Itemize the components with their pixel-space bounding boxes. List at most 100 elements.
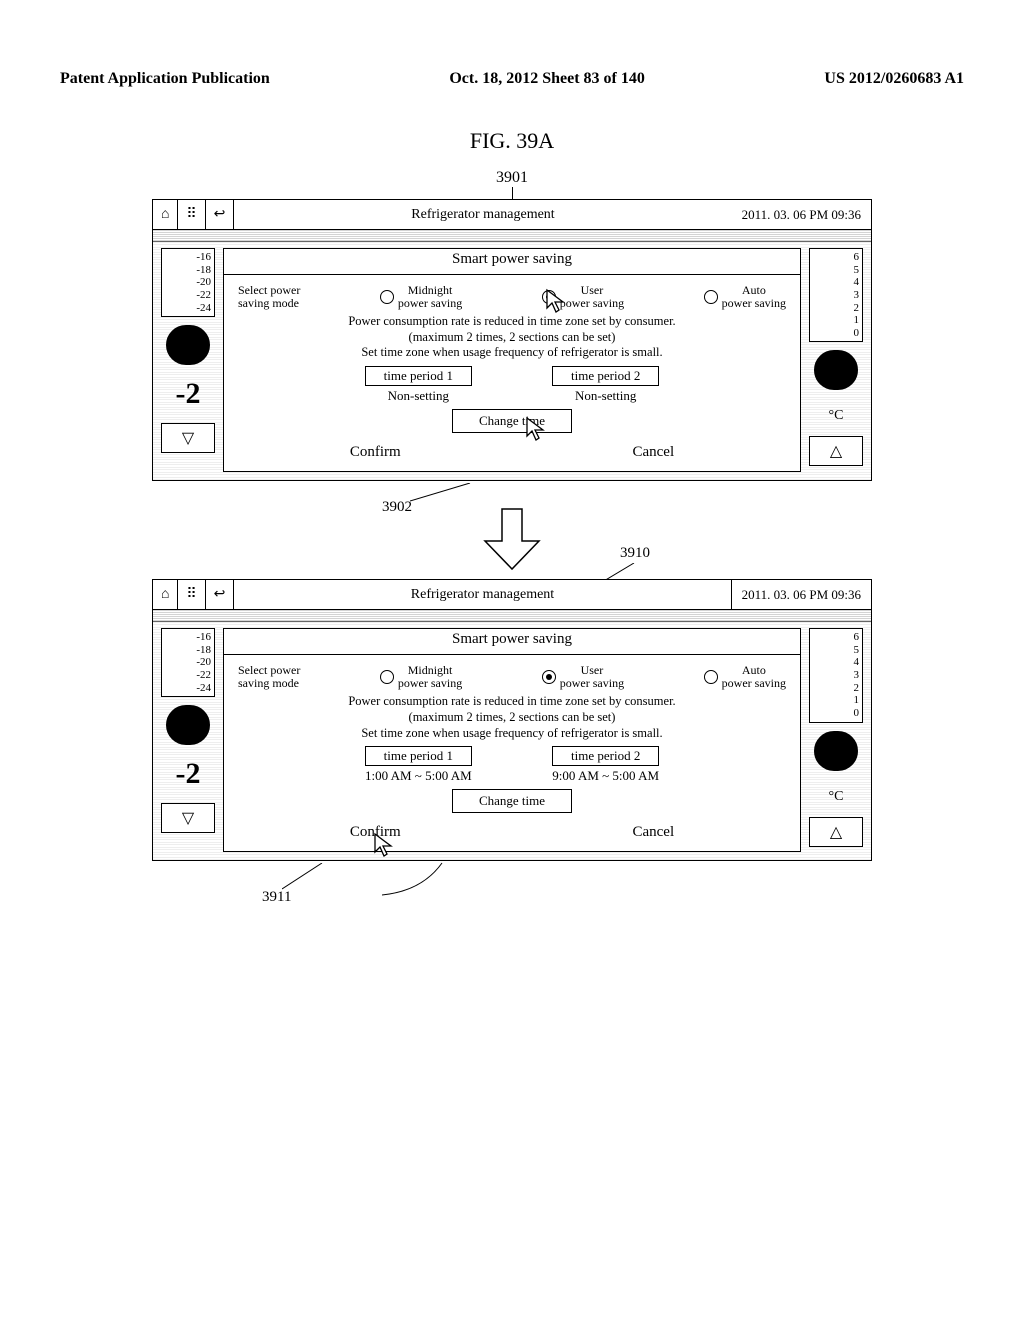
screen-top: ⌂ ⠿ ↩ Refrigerator management 2011. 03. … (152, 199, 872, 481)
pub-sheet: Oct. 18, 2012 Sheet 83 of 140 (449, 70, 645, 88)
mode-label: Select powersaving mode (238, 664, 300, 689)
scale-val: 0 (812, 707, 859, 720)
page-title: Refrigerator management (234, 580, 731, 609)
scale-val: 6 (812, 631, 859, 644)
right-scale: 6 5 4 3 2 1 0 (809, 248, 863, 342)
figure-label: FIG. 39A (60, 128, 964, 154)
change-time-button[interactable]: Change time (452, 789, 572, 813)
right-column: 6 5 4 3 2 1 0 °C △ (809, 248, 863, 472)
radio-icon (704, 670, 718, 684)
period-2-value: Non-setting (552, 388, 659, 404)
period-1-button[interactable]: time period 1 (365, 746, 472, 766)
screen-bottom: ⌂ ⠿ ↩ Refrigerator management 2011. 03. … (152, 579, 872, 861)
scale-val: -20 (164, 276, 211, 289)
period-row: time period 1 Non-setting time period 2 … (234, 366, 790, 404)
change-time-row: Change time (234, 409, 790, 433)
degc-label: °C (809, 408, 863, 424)
radio-label: Userpower saving (560, 664, 624, 689)
description: Power consumption rate is reduced in tim… (234, 694, 790, 741)
scale-val: 4 (812, 656, 859, 669)
up-button[interactable]: △ (809, 436, 863, 466)
radio-label: Midnightpower saving (398, 664, 462, 689)
dial-icon[interactable] (814, 731, 858, 771)
action-row: Confirm Cancel (234, 438, 790, 463)
up-button[interactable]: △ (809, 817, 863, 847)
description: Power consumption rate is reduced in tim… (234, 314, 790, 361)
radio-auto[interactable]: Autopower saving (704, 284, 786, 309)
radio-label: Userpower saving (560, 284, 624, 309)
decor-band (153, 610, 871, 622)
radio-icon (542, 290, 556, 304)
period-2-button[interactable]: time period 2 (552, 366, 659, 386)
callout-3910: 3910 (620, 545, 650, 562)
radio-auto[interactable]: Autopower saving (704, 664, 786, 689)
timestamp: 2011. 03. 06 PM 09:36 (732, 587, 871, 603)
mode-row: Select powersaving mode Midnightpower sa… (234, 284, 790, 309)
scale-val: -24 (164, 682, 211, 695)
cancel-button[interactable]: Cancel (616, 822, 690, 843)
scale-val: -22 (164, 669, 211, 682)
radio-label: Autopower saving (722, 284, 786, 309)
radio-midnight[interactable]: Midnightpower saving (380, 664, 462, 689)
radio-user[interactable]: Userpower saving (542, 284, 624, 309)
scale-val: 1 (812, 314, 859, 327)
scale-val: 0 (812, 327, 859, 340)
radio-user[interactable]: Userpower saving (542, 664, 624, 689)
back-icon[interactable]: ↩ (206, 580, 235, 609)
left-scale: -16 -18 -20 -22 -24 (161, 248, 215, 317)
period-2-button[interactable]: time period 2 (552, 746, 659, 766)
radio-midnight[interactable]: Midnightpower saving (380, 284, 462, 309)
callout-3911: 3911 (262, 889, 291, 906)
scale-val: 5 (812, 264, 859, 277)
freezer-temp: -2 (161, 377, 215, 411)
dial-icon[interactable] (166, 705, 210, 745)
radio-icon (380, 290, 394, 304)
scale-val: -16 (164, 251, 211, 264)
mode-label: Select powersaving mode (238, 284, 300, 309)
scale-val: -16 (164, 631, 211, 644)
scale-val: 2 (812, 682, 859, 695)
period-1-value: Non-setting (365, 388, 472, 404)
cancel-button[interactable]: Cancel (616, 442, 690, 463)
period-1-button[interactable]: time period 1 (365, 366, 472, 386)
page-header: Patent Application Publication Oct. 18, … (60, 20, 964, 108)
period-2-value: 9:00 AM ~ 5:00 AM (552, 768, 659, 784)
callout-3902: 3902 (382, 499, 412, 516)
dial-icon[interactable] (814, 350, 858, 390)
back-icon[interactable]: ↩ (206, 200, 235, 229)
confirm-button[interactable]: Confirm (334, 442, 417, 463)
scale-val: 3 (812, 669, 859, 682)
scale-val: 2 (812, 302, 859, 315)
home-icon[interactable]: ⌂ (153, 200, 178, 229)
apps-icon[interactable]: ⠿ (178, 580, 205, 609)
radio-icon (542, 670, 556, 684)
radio-icon (380, 670, 394, 684)
radio-label: Midnightpower saving (398, 284, 462, 309)
period-1: time period 1 1:00 AM ~ 5:00 AM (365, 746, 472, 784)
scale-val: -24 (164, 302, 211, 315)
freezer-temp: -2 (161, 757, 215, 791)
scale-val: 4 (812, 276, 859, 289)
dial-icon[interactable] (166, 325, 210, 365)
home-icon[interactable]: ⌂ (153, 580, 178, 609)
change-time-button[interactable]: Change time (452, 409, 572, 433)
panel-title: Smart power saving (224, 629, 800, 655)
down-button[interactable]: ▽ (161, 423, 215, 453)
topbar: ⌂ ⠿ ↩ Refrigerator management 2011. 03. … (153, 580, 871, 610)
scale-val: 3 (812, 289, 859, 302)
callout-3901-label: 3901 (496, 169, 528, 186)
action-row: Confirm Cancel (234, 818, 790, 843)
right-scale: 6 5 4 3 2 1 0 (809, 628, 863, 722)
down-button[interactable]: ▽ (161, 803, 215, 833)
timestamp: 2011. 03. 06 PM 09:36 (732, 207, 871, 223)
degc-label: °C (809, 789, 863, 805)
left-column: -16 -18 -20 -22 -24 -2 ▽ (161, 628, 215, 852)
left-column: -16 -18 -20 -22 -24 -2 ▽ (161, 248, 215, 472)
scale-val: 5 (812, 644, 859, 657)
apps-icon[interactable]: ⠿ (178, 200, 205, 229)
change-time-row: Change time (234, 789, 790, 813)
scale-val: 1 (812, 694, 859, 707)
period-2: time period 2 Non-setting (552, 366, 659, 404)
confirm-button[interactable]: Confirm (334, 822, 417, 843)
scale-val: -22 (164, 289, 211, 302)
